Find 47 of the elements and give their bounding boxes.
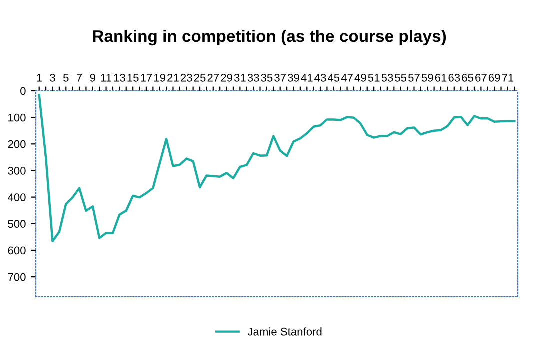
x-tick-label: 37 bbox=[274, 74, 286, 82]
x-tick-label: 67 bbox=[476, 74, 487, 82]
y-tick-label: 0 bbox=[20, 87, 26, 96]
x-tick-label: 43 bbox=[314, 74, 326, 82]
x-tick-label: 15 bbox=[128, 74, 139, 82]
x-tick-label: 29 bbox=[221, 74, 232, 82]
line-series bbox=[38, 94, 516, 243]
y-tick-label: 200 bbox=[8, 140, 26, 148]
legend-label: Jamie Stanford bbox=[248, 328, 322, 336]
y-tick-label: 500 bbox=[8, 220, 26, 228]
y-tick-label: 600 bbox=[8, 246, 26, 255]
x-tick-label: 57 bbox=[408, 74, 420, 82]
x-tick-label: 41 bbox=[301, 74, 313, 82]
x-tick-label: 7 bbox=[76, 74, 82, 82]
x-tick-label: 9 bbox=[90, 74, 96, 82]
y-tick-label: 100 bbox=[8, 114, 26, 122]
x-tick-label: 31 bbox=[234, 74, 246, 82]
x-tick-label: 71 bbox=[502, 74, 514, 82]
x-tick-label: 45 bbox=[328, 74, 340, 82]
x-tick-label: 33 bbox=[248, 74, 260, 82]
x-tick-label: 1 bbox=[37, 74, 42, 82]
x-tick-label: 63 bbox=[448, 74, 460, 82]
x-tick-label: 35 bbox=[261, 74, 273, 82]
x-tick-label: 55 bbox=[395, 74, 407, 82]
x-tick-label: 49 bbox=[354, 74, 366, 82]
x-tick-label: 53 bbox=[382, 74, 394, 82]
x-tick-label: 69 bbox=[488, 74, 500, 82]
x-tick-label: 51 bbox=[368, 74, 380, 82]
chart-title: Ranking in competition (as the course plays) bbox=[93, 30, 446, 46]
x-tick-label: 39 bbox=[288, 74, 300, 82]
x-tick-label: 3 bbox=[50, 74, 56, 82]
x-tick-label: 13 bbox=[114, 74, 126, 82]
y-tick-label: 700 bbox=[8, 273, 26, 282]
x-tick-label: 21 bbox=[168, 74, 179, 82]
y-tick-label: 300 bbox=[8, 167, 26, 175]
x-tick-label: 25 bbox=[194, 74, 206, 82]
x-tick-label: 11 bbox=[101, 74, 112, 82]
x-tick-label: 5 bbox=[63, 74, 69, 82]
x-tick-label: 65 bbox=[462, 74, 474, 82]
x-tick-label: 59 bbox=[422, 74, 434, 82]
x-tick-label: 23 bbox=[181, 74, 192, 82]
x-tick-label: 47 bbox=[341, 74, 353, 82]
x-tick-label: 61 bbox=[435, 74, 447, 82]
y-tick-label: 400 bbox=[8, 194, 26, 202]
x-tick-label: 17 bbox=[141, 74, 152, 82]
x-tick-label: 27 bbox=[208, 74, 220, 82]
x-tick-label: 19 bbox=[154, 74, 166, 82]
